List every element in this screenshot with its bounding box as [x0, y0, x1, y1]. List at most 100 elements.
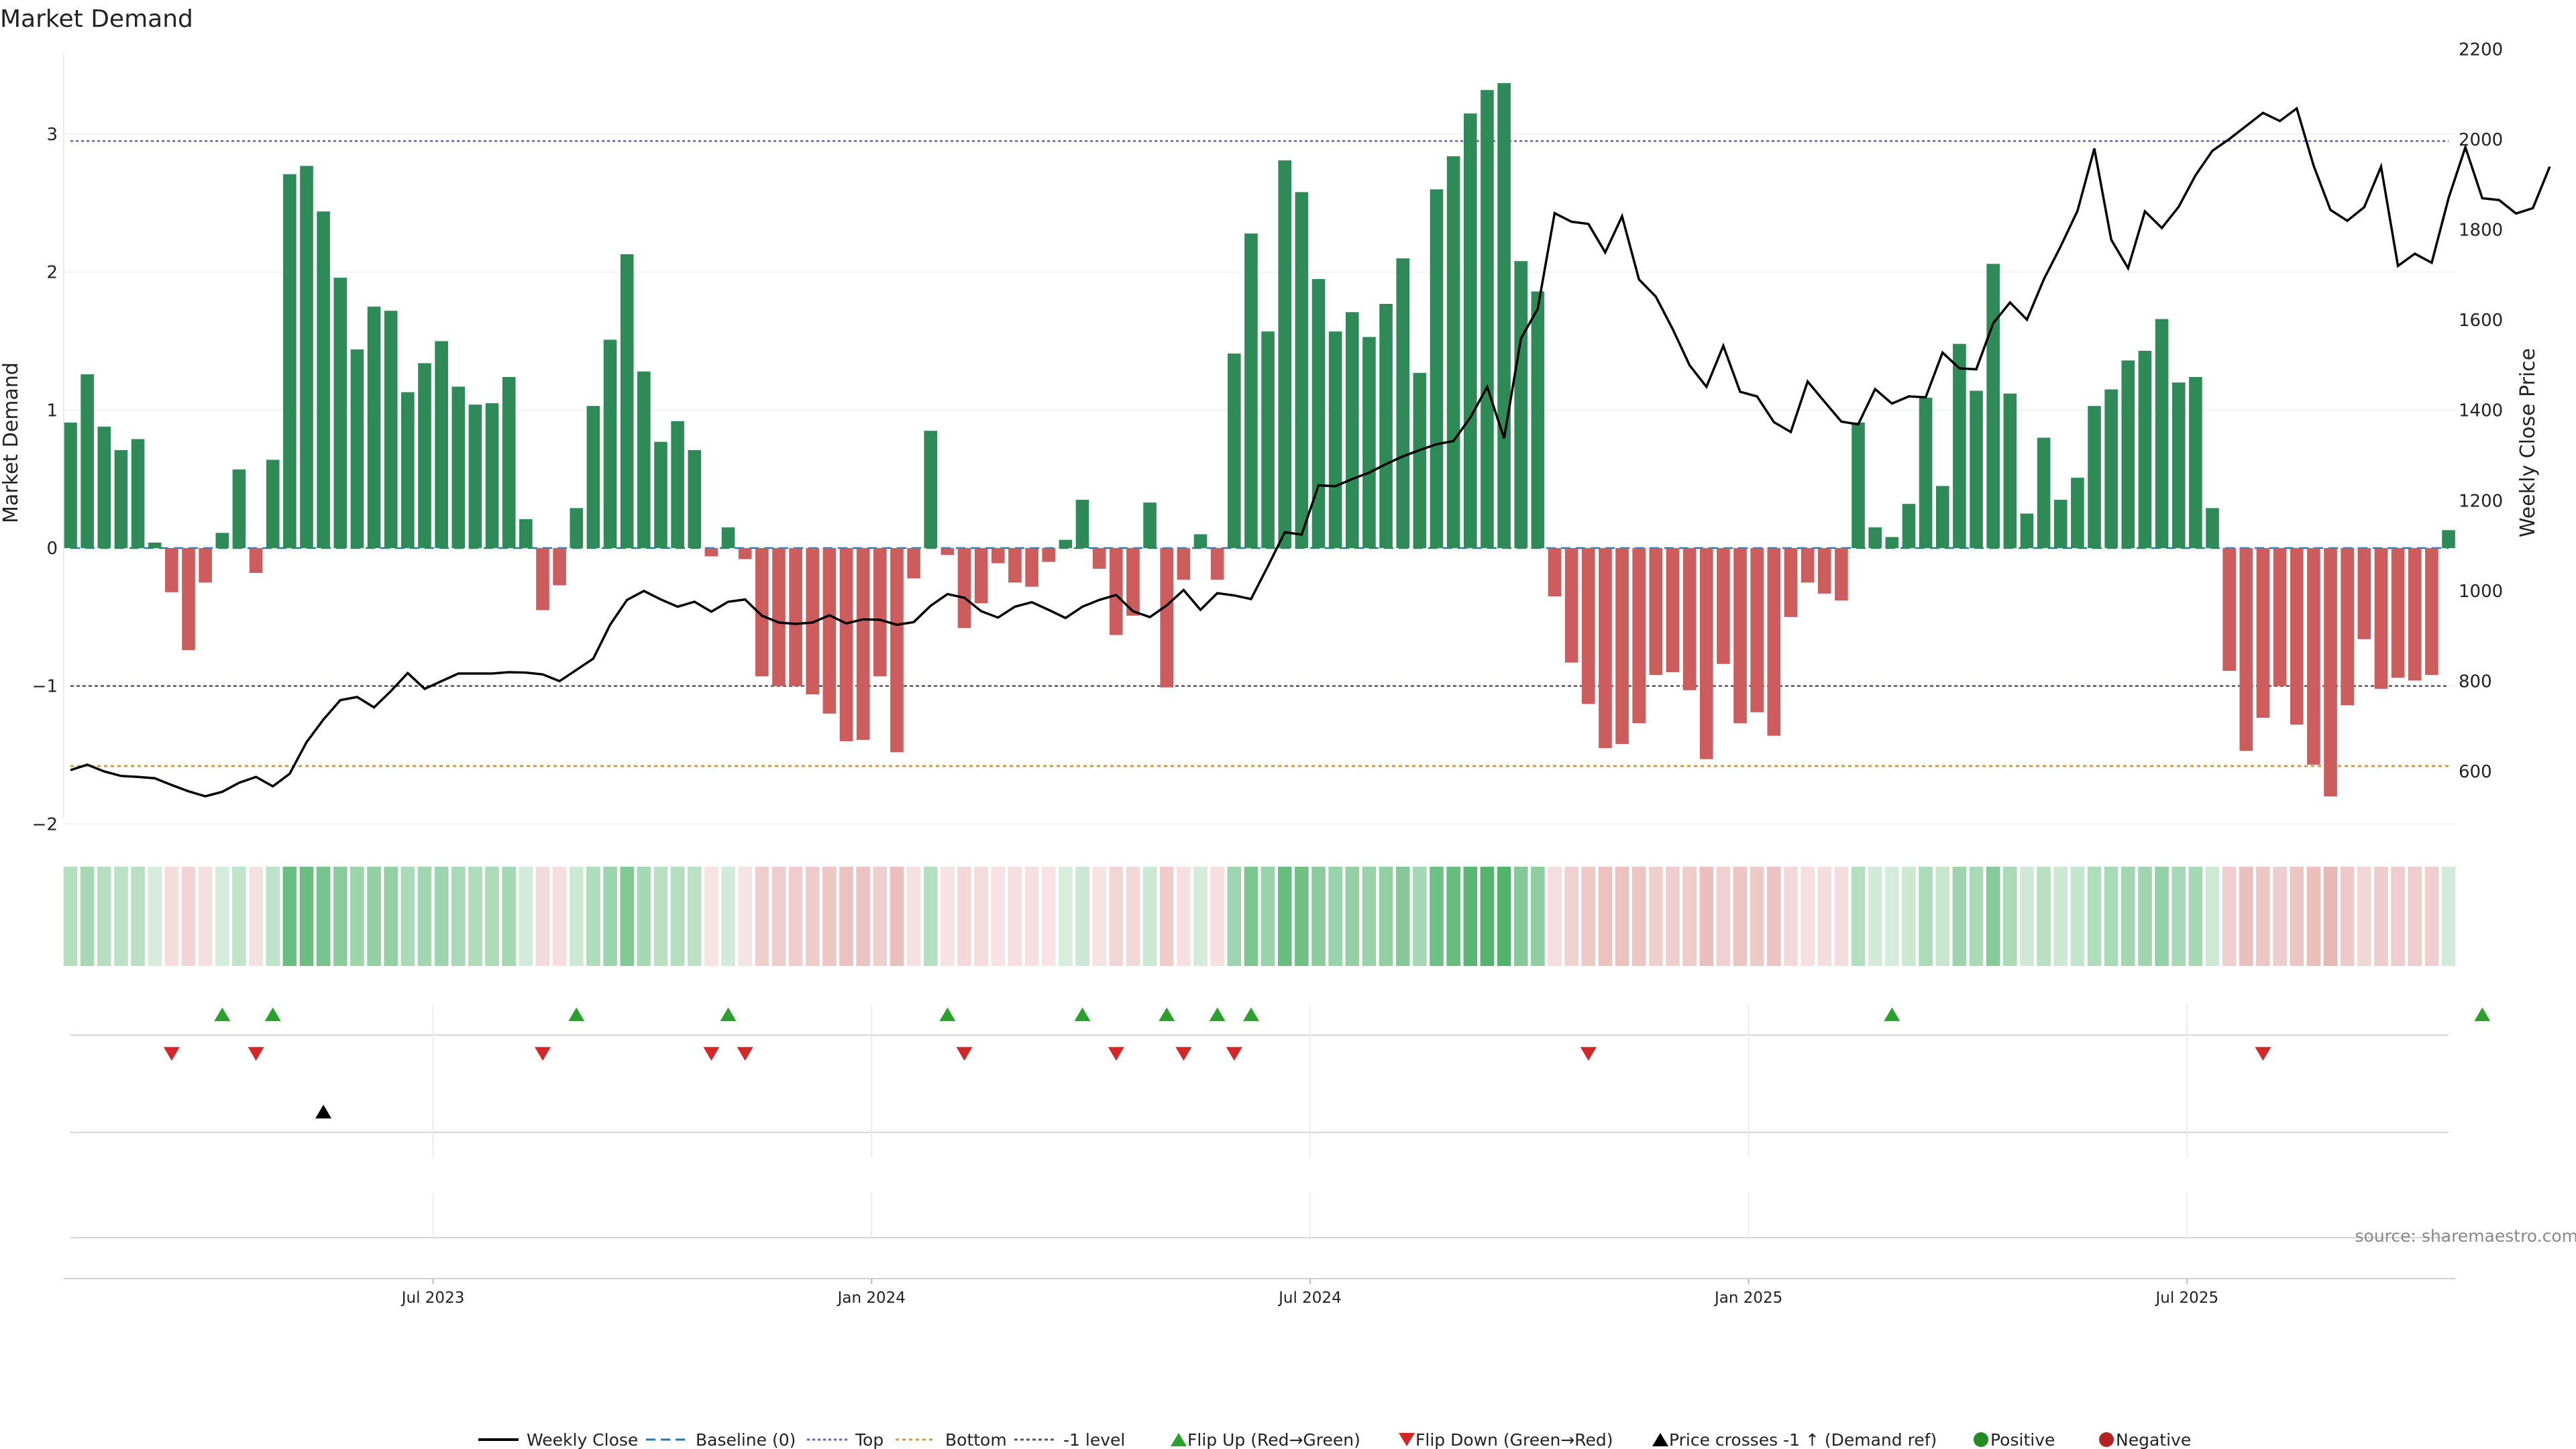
demand-bar	[586, 406, 600, 548]
legend-label: Flip Up (Red→Green)	[1187, 1430, 1360, 1449]
heat-cell	[1615, 867, 1629, 966]
demand-bar	[1379, 303, 1393, 548]
flip-down-marker	[1175, 1046, 1192, 1061]
heat-cell	[2087, 867, 2102, 966]
demand-bar	[1885, 537, 1899, 548]
demand-bar	[721, 527, 735, 548]
demand-bar	[704, 548, 718, 557]
heat-cell	[1277, 867, 1292, 966]
x-tick-label: Jan 2025	[1713, 1289, 1782, 1307]
heat-cell	[1986, 867, 2000, 966]
heat-cell	[148, 867, 162, 966]
price-cross-marker	[315, 1104, 332, 1119]
heat-cell	[1750, 867, 1764, 966]
demand-bar	[671, 421, 684, 548]
x-tick-label: Jul 2025	[2154, 1289, 2218, 1307]
demand-bar	[1581, 548, 1595, 704]
chart-title: Market Demand	[0, 5, 193, 33]
flip-down-marker	[1226, 1046, 1242, 1061]
demand-bar	[2222, 548, 2236, 672]
demand-bar	[1430, 189, 1444, 548]
heat-cell	[1902, 867, 1916, 966]
heat-cell	[805, 867, 820, 966]
legend-label: Price crosses -1 ↑ (Demand ref)	[1669, 1430, 1937, 1449]
event-markers	[70, 1007, 2491, 1238]
legend-label: Flip Down (Green→Red)	[1415, 1430, 1613, 1449]
heat-cell	[299, 867, 314, 966]
demand-bar	[1210, 548, 1224, 580]
demand-bar	[603, 339, 617, 548]
demand-bar	[2290, 548, 2304, 725]
heat-cell	[1075, 867, 1089, 966]
heat-cell	[535, 867, 550, 966]
demand-bar	[80, 374, 94, 548]
demand-bar	[384, 311, 398, 548]
demand-bar	[1075, 500, 1089, 548]
demand-bar	[1564, 548, 1578, 663]
demand-bar	[1919, 397, 1933, 548]
demand-bar	[249, 548, 263, 574]
heat-cell	[1059, 867, 1073, 966]
heat-cell	[890, 867, 904, 966]
heat-cell	[1177, 867, 1191, 966]
demand-bar	[1548, 548, 1562, 596]
demand-bar	[1227, 354, 1241, 548]
heat-cell	[1699, 867, 1714, 966]
demand-bar	[1531, 291, 1545, 548]
flip-up-marker	[1242, 1007, 1259, 1022]
heat-cell	[350, 867, 364, 966]
flip-up-marker	[1074, 1007, 1091, 1022]
demand-bar	[266, 460, 280, 548]
flip-up-marker	[939, 1007, 956, 1022]
heat-cell	[2053, 867, 2068, 966]
demand-bar	[148, 542, 162, 548]
demand-bar	[2374, 548, 2388, 689]
heat-cell	[2239, 867, 2253, 966]
demand-bar	[806, 548, 820, 695]
demand-bar	[1682, 548, 1697, 690]
demand-bar	[64, 422, 77, 548]
demand-bar	[1362, 337, 1376, 548]
demand-bar	[1295, 192, 1309, 548]
heat-cell	[822, 867, 837, 966]
heat-cell	[1784, 867, 1798, 966]
demand-bar	[890, 548, 904, 753]
heat-cell	[1430, 867, 1444, 966]
heat-cell	[974, 867, 988, 966]
heat-cell	[198, 867, 213, 966]
demand-bar	[1733, 548, 1747, 724]
heat-cell	[620, 867, 634, 966]
heat-cell	[552, 867, 567, 966]
flip-up-marker	[1209, 1007, 1226, 1022]
demand-bar	[2088, 406, 2101, 548]
heat-cell	[923, 867, 938, 966]
legend-swatch	[1974, 1432, 1988, 1447]
heat-cell	[2138, 867, 2152, 966]
heat-cell	[468, 867, 482, 966]
heat-cell	[97, 867, 111, 966]
demand-bar	[2104, 389, 2118, 548]
demand-bar	[97, 427, 111, 548]
legend-label: Baseline (0)	[696, 1430, 796, 1449]
demand-bar	[1109, 548, 1123, 635]
y-axis-label: Market Demand	[0, 362, 23, 523]
legend-swatch	[1652, 1433, 1668, 1446]
demand-bar	[1817, 548, 1831, 594]
heat-cell	[1531, 867, 1545, 966]
heat-cell	[1649, 867, 1663, 966]
demand-bar	[215, 533, 229, 548]
demand-bar	[2171, 382, 2186, 548]
heat-cell	[400, 867, 415, 966]
demand-bar	[1801, 548, 1815, 583]
demand-bar	[637, 371, 651, 548]
heat-cell	[2104, 867, 2118, 966]
heat-cell	[755, 867, 769, 966]
heat-cell	[2290, 867, 2304, 966]
demand-bar	[1092, 548, 1106, 569]
flip-up-marker	[568, 1007, 585, 1022]
legend-label: Bottom	[945, 1430, 1007, 1449]
heat-cell	[1142, 867, 1157, 966]
heat-cell	[2323, 867, 2338, 966]
demand-bar	[1463, 113, 1477, 548]
heat-cell	[2273, 867, 2287, 966]
